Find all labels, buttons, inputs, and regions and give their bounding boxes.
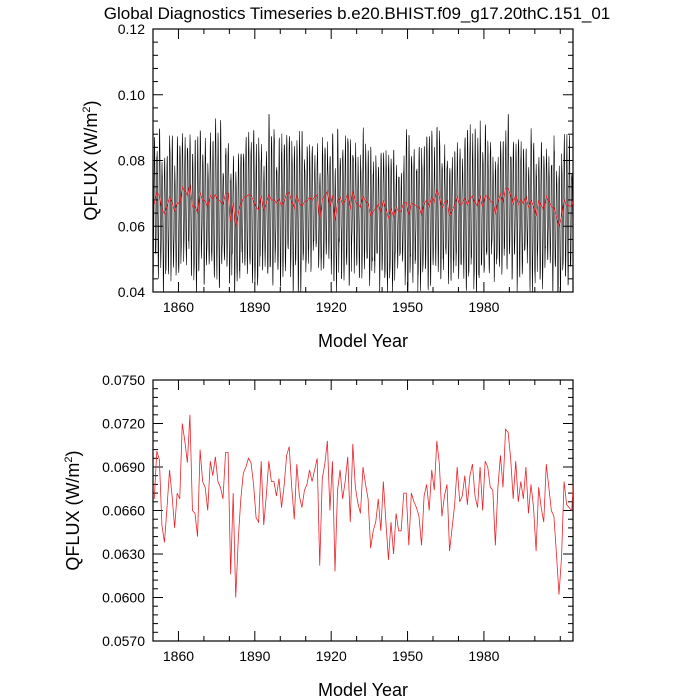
qflux-timeseries-figure: Global Diagnostics Timeseries b.e20.BHIS… [0, 0, 700, 700]
x-tick-label: 1950 [392, 648, 423, 664]
x-tick-label: 1980 [468, 648, 499, 664]
y-tick-label: 0.04 [118, 284, 145, 300]
series-annual-mean-line [154, 415, 610, 598]
y-axis-label: QFLUX (W/m2) [63, 450, 83, 570]
x-tick-label: 1980 [468, 299, 499, 315]
y-tick-label: 0.0600 [102, 590, 145, 606]
y-tick-label: 0.0630 [102, 546, 145, 562]
x-tick-label: 1950 [392, 299, 423, 315]
panel-annual-mean: 1860 1890 1920 1950 1980 0.0570 0.0600 0.0630 0.… [63, 372, 610, 700]
x-tick-label: 1890 [239, 648, 270, 664]
y-tick-label: 0.0750 [102, 372, 145, 388]
x-axis-label: Model Year [318, 331, 408, 351]
figure-title: Global Diagnostics Timeseries b.e20.BHIS… [104, 4, 611, 23]
y-tick-label: 0.06 [118, 218, 145, 234]
y-tick-label: 0.12 [118, 21, 145, 37]
y-tick-label: 0.08 [118, 153, 145, 169]
plot-frame [153, 380, 573, 641]
y-tick-label: 0.10 [118, 87, 145, 103]
y-tick-label: 0.0720 [102, 416, 145, 432]
panel-monthly-and-annual: 1860 1890 1920 1950 1980 0.04 0.06 0.08 0.10 0.12… [81, 21, 611, 351]
x-tick-label: 1920 [316, 648, 347, 664]
x-tick-label: 1860 [163, 299, 194, 315]
y-tick-label: 0.0570 [102, 633, 145, 649]
x-tick-label: 1920 [316, 299, 347, 315]
plot-area [153, 114, 611, 304]
plot-area [154, 415, 610, 598]
x-tick-label: 1890 [239, 299, 270, 315]
series-monthly-line [153, 114, 611, 304]
y-axis-label: QFLUX (W/m2) [81, 100, 101, 220]
y-tick-label: 0.0660 [102, 503, 145, 519]
x-axis-label: Model Year [318, 680, 408, 700]
y-tick-label: 0.0690 [102, 459, 145, 475]
x-tick-label: 1860 [163, 648, 194, 664]
